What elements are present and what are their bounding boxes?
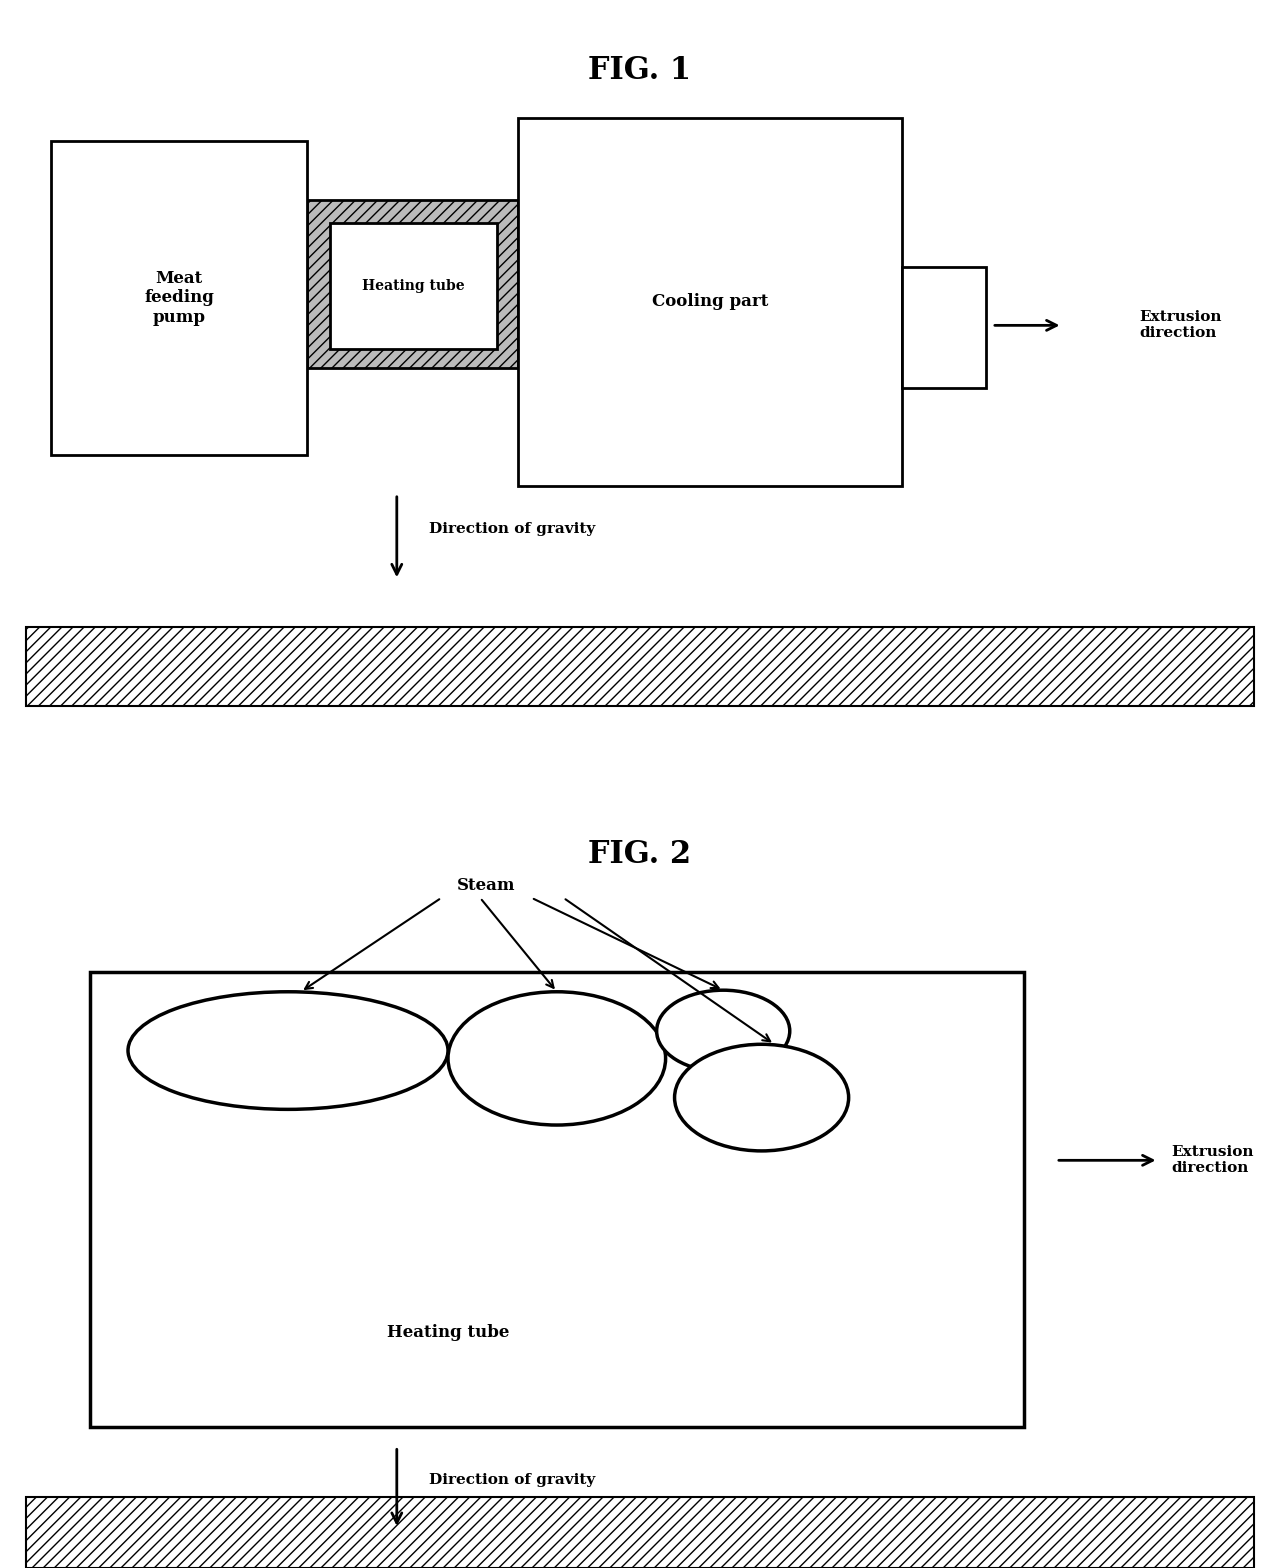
Text: FIG. 2: FIG. 2 [589, 839, 691, 870]
Text: Direction of gravity: Direction of gravity [429, 522, 595, 536]
Text: Steam: Steam [457, 877, 516, 894]
Text: Heating tube: Heating tube [387, 1325, 509, 1341]
Text: FIG. 1: FIG. 1 [589, 55, 691, 86]
Bar [26, 1497, 1254, 1568]
Bar [330, 223, 497, 350]
Bar [90, 972, 1024, 1427]
Ellipse shape [675, 1044, 849, 1151]
Bar [26, 627, 1254, 706]
Text: Extrusion
direction: Extrusion direction [1171, 1145, 1253, 1176]
Ellipse shape [128, 993, 448, 1110]
Bar [518, 118, 902, 486]
Text: Meat
feeding
pump: Meat feeding pump [145, 270, 214, 326]
Text: Heating tube: Heating tube [362, 279, 465, 293]
Bar [307, 201, 518, 368]
Ellipse shape [448, 993, 666, 1126]
Ellipse shape [657, 991, 790, 1073]
Bar [902, 267, 986, 389]
Bar [51, 141, 307, 455]
Text: Direction of gravity: Direction of gravity [429, 1472, 595, 1486]
Text: Extrusion
direction: Extrusion direction [1139, 310, 1221, 340]
Text: Cooling part: Cooling part [653, 293, 768, 310]
